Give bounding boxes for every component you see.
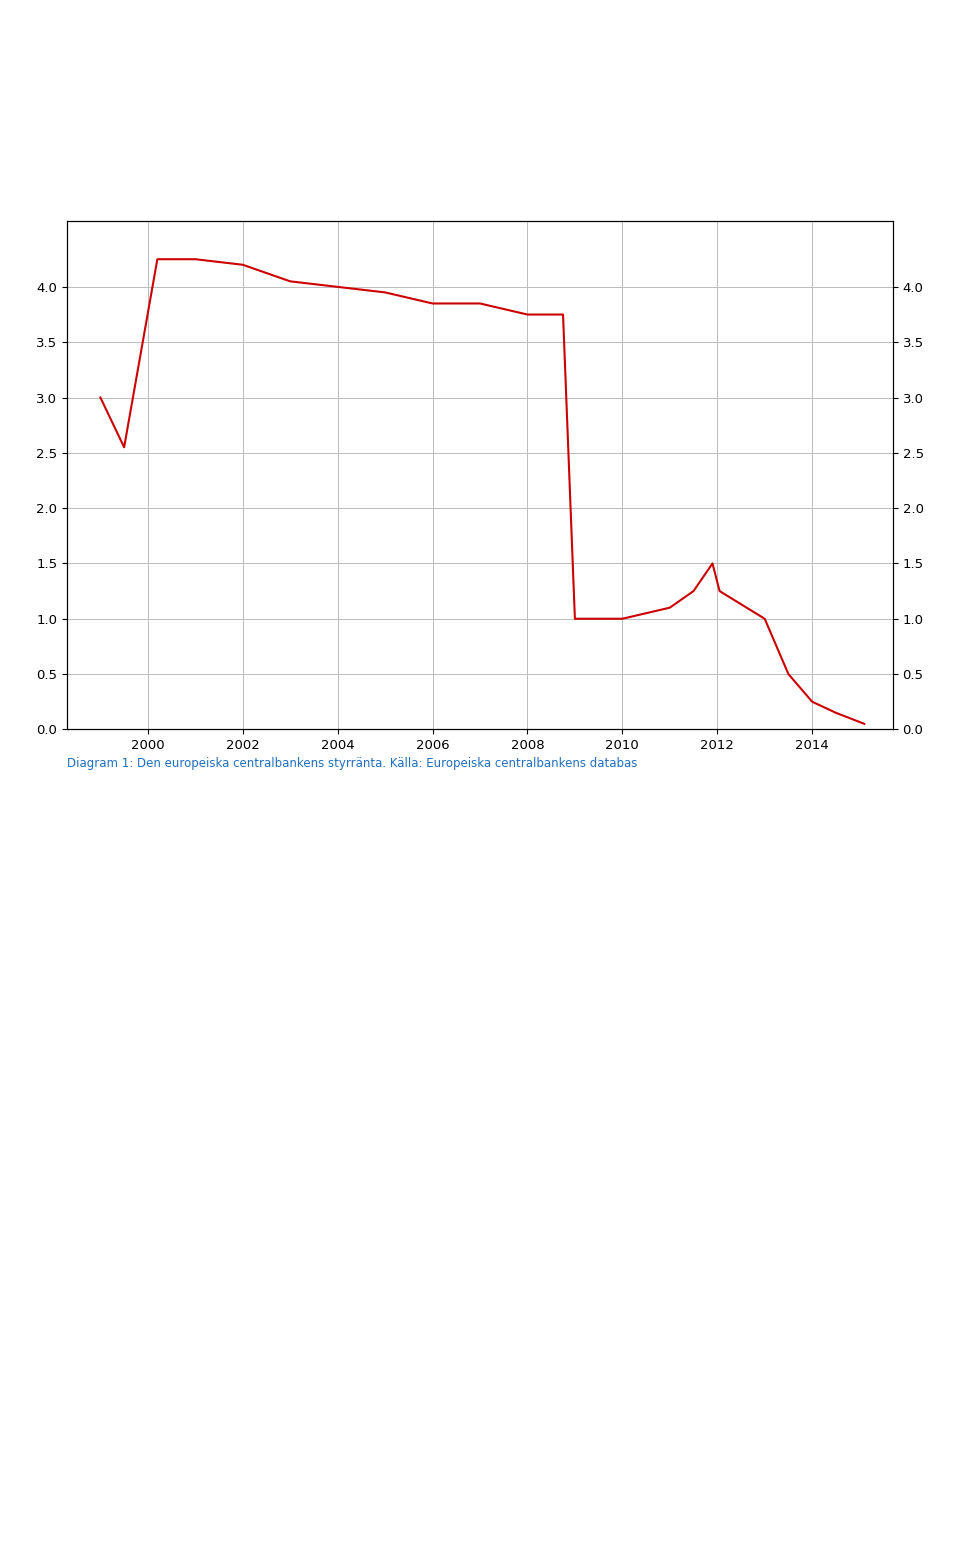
Text: Diagram 1: Den europeiska centralbankens styrränta. Källa: Europeiska centralban: Diagram 1: Den europeiska centralbankens… [67,757,637,769]
